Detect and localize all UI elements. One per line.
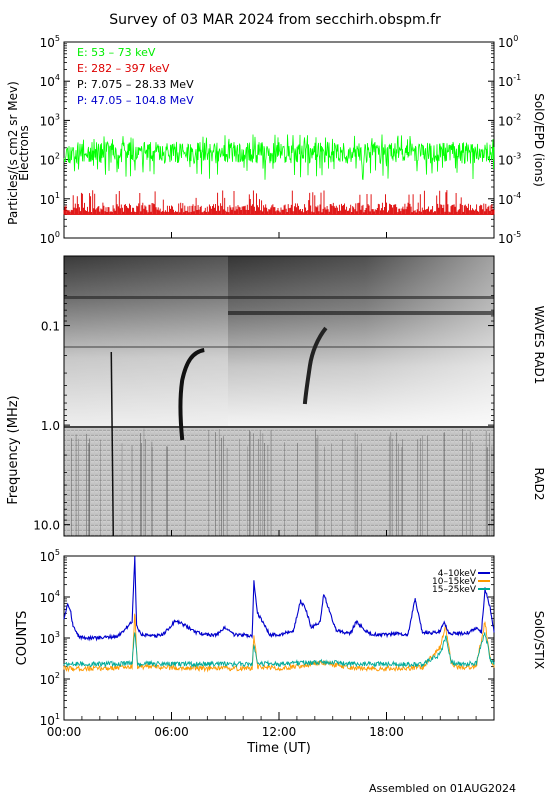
y-tick-label: 101 (40, 191, 60, 207)
y-tick-label: 103 (40, 112, 60, 128)
y-tick-label: 105 (40, 34, 60, 50)
x-tick-label: 00:00 (47, 725, 82, 739)
type3-burst (302, 326, 328, 405)
legend-protons-high: P: 47.05 – 104.8 MeV (77, 94, 194, 107)
series-electrons-high (63, 190, 495, 215)
stix-right-label: SolO/STIX (532, 611, 546, 670)
rad1-rad2-boundary (64, 426, 494, 428)
y-tick-label: 10-3 (498, 152, 521, 168)
figure-title: Survey of 03 MAR 2024 from secchirh.obsp… (109, 12, 441, 28)
particles-right-label: SolO/EPD (ions) (532, 93, 546, 187)
x-tick-label: 18:00 (369, 725, 404, 739)
rad1-background-fade (64, 256, 494, 426)
y-tick-label: 1.0 (41, 419, 60, 433)
series-stix-15-25 (63, 632, 495, 669)
waves-right-label-rad1: WAVES RAD1 (532, 306, 546, 385)
y-tick-label: 103 (40, 630, 60, 646)
y-tick-label: 104 (40, 73, 60, 89)
y-tick-label: 100 (498, 34, 518, 50)
legend-electrons-high: E: 282 – 397 keV (77, 62, 170, 75)
stix-ylabel: COUNTS (15, 611, 30, 666)
legend-electrons-low: E: 53 – 73 keV (77, 46, 156, 59)
rad1-band (228, 311, 494, 315)
particles-ylabel: Particles/(s cm2 sr Mev) (6, 81, 20, 225)
y-tick-label: 10.0 (33, 519, 60, 533)
series-stix-10-15 (63, 613, 495, 673)
legend-stix-4-10: 4–10keV (438, 569, 477, 579)
x-tick-label: 06:00 (154, 725, 189, 739)
y-tick-label: 10-1 (498, 73, 521, 89)
particles-legend: E: 53 – 73 keV E: 282 – 397 keV P: 7.075… (77, 46, 194, 107)
waves-ylabel: Frequency (MHz) (6, 395, 21, 504)
y-tick-label: 10-2 (498, 112, 521, 128)
y-tick-label: 10-4 (498, 191, 521, 207)
x-axis-label: Time (UT) (246, 741, 311, 756)
stix-panel: 101 102 103 104 105 00:00 06:00 12:00 18:00 4–10… (15, 548, 546, 756)
x-tick-label: 12:00 (262, 725, 297, 739)
y-tick-label: 102 (40, 152, 60, 168)
type3-burst (110, 351, 115, 537)
series-electrons-low (63, 134, 495, 181)
waves-spectrogram (64, 256, 494, 537)
rad1-band (64, 296, 494, 299)
y-tick-label: 0.1 (41, 320, 60, 334)
type3-burst (178, 348, 205, 441)
rad1-band (64, 346, 494, 348)
particles-ylabel-electrons: Electrons (17, 125, 31, 180)
assembled-footer: Assembled on 01AUG2024 (369, 782, 516, 795)
legend-stix-10-15: 10–15keV (432, 577, 477, 587)
legend-stix-15-25: 15–25keV (432, 585, 477, 595)
stix-axes-frame (63, 555, 495, 721)
y-tick-label: 10-5 (498, 230, 521, 246)
y-tick-label: 100 (40, 230, 60, 246)
waves-right-label-rad2: RAD2 (532, 468, 546, 501)
y-tick-label: 101 (40, 712, 60, 728)
series-stix-4-10 (63, 556, 495, 642)
y-tick-label: 104 (40, 589, 60, 605)
particles-panel: 100 101 102 103 104 105 10-5 10-4 10-3 10-2 10-1 10… (6, 34, 546, 246)
legend-protons-low: P: 7.075 – 28.33 MeV (77, 78, 194, 91)
rad2-background (64, 426, 494, 536)
waves-panel: 0.1 1.0 10.0 Frequency (MHz) WAVES RAD1 RA… (6, 255, 546, 537)
y-tick-label: 102 (40, 671, 60, 687)
y-tick-label: 105 (40, 548, 60, 564)
stix-legend: 4–10keV 10–15keV 15–25keV (432, 569, 490, 595)
